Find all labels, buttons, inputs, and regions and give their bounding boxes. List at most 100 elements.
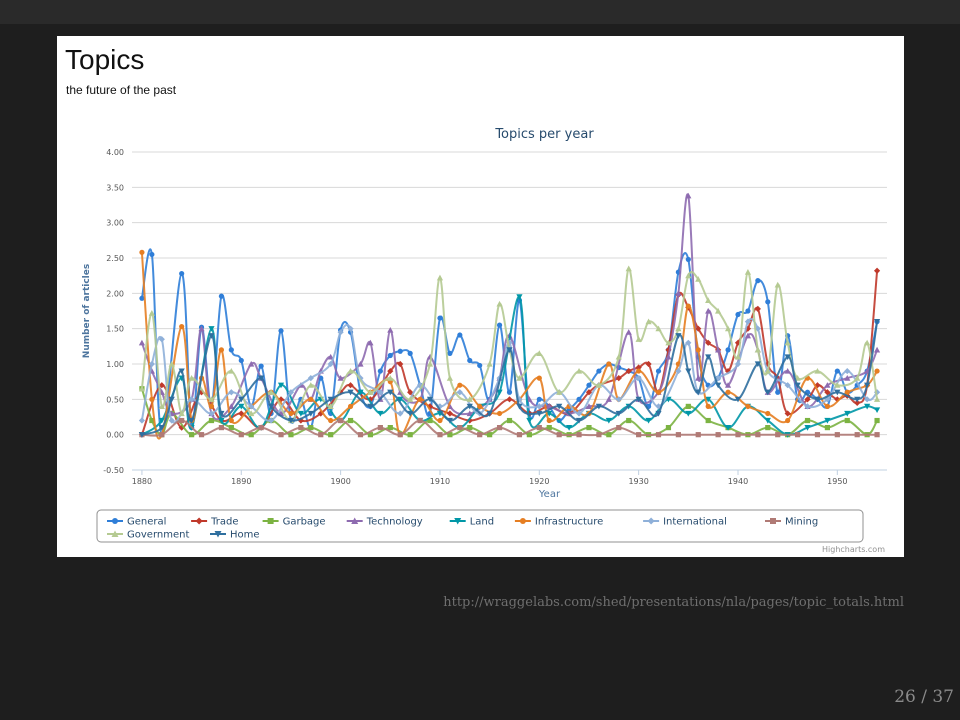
data-point-general [377,368,383,374]
data-point-trade [387,367,394,375]
data-point-home [407,410,414,417]
highcharts-credit: Highcharts.com [822,545,885,554]
data-point-land [645,417,652,424]
data-point-international [685,339,692,346]
legend-item-trade: Trade [210,517,238,528]
data-point-infrastructure [636,368,642,374]
data-point-infrastructure [308,396,314,402]
data-point-trade [695,325,702,332]
data-point-mining [298,425,304,431]
data-point-home [536,410,543,417]
data-point-trade [585,389,593,396]
data-point-land [864,403,871,410]
legend-item-land: Land [470,517,494,528]
data-point-technology [873,346,881,353]
data-point-infrastructure [288,410,294,417]
data-point-government [695,276,702,282]
data-point-international [655,403,662,410]
data-point-home [675,333,682,339]
data-point-international [208,410,215,417]
source-url[interactable]: http://wraggelabs.com/shed/presentations… [443,595,904,610]
data-point-government [168,360,175,367]
data-point-government [536,350,543,356]
data-point-general [725,347,731,353]
data-point-technology [675,290,682,296]
data-point-international [228,389,235,396]
data-point-home [258,375,265,382]
data-point-garbage [208,417,215,424]
x-tick-label: 1950 [827,477,847,486]
data-point-trade [625,367,632,375]
data-point-land [724,425,732,431]
data-point-general [437,315,443,321]
data-point-infrastructure [218,347,225,353]
data-point-garbage [685,403,691,409]
data-point-trade [724,367,732,375]
data-point-garbage [149,417,155,424]
data-point-infrastructure [685,303,691,309]
data-point-government [228,367,235,374]
data-point-trade [784,410,791,417]
data-point-trade [705,339,712,346]
data-point-technology [357,360,364,367]
data-point-garbage [546,425,552,431]
y-tick-label: -0.50 [103,466,124,475]
data-point-government [347,367,354,374]
data-point-infrastructure [844,389,850,395]
data-point-home [834,389,841,396]
data-point-home [516,403,523,410]
data-point-garbage [427,417,433,424]
data-point-technology [228,403,235,409]
data-point-government [248,410,255,417]
data-point-international [337,329,344,336]
data-point-trade [446,410,453,417]
data-point-home [208,333,215,339]
data-point-infrastructure [785,417,791,424]
data-point-land [605,417,612,424]
data-point-government [178,410,185,417]
data-point-home [864,382,871,389]
data-point-home [556,403,563,410]
data-point-home [287,417,295,424]
chart-title: Topics per year [494,127,594,142]
data-point-general [586,382,592,388]
data-point-government [635,336,642,342]
legend-marker-trade [195,517,203,525]
data-point-mining [357,432,364,438]
data-point-home [446,417,453,424]
page-subtitle: the future of the past [66,83,177,97]
data-point-home [615,410,622,417]
data-point-government [267,389,275,395]
data-point-government [327,403,334,409]
data-point-mining [616,425,622,431]
data-point-international [635,375,642,382]
legend-marker-mining [770,518,776,524]
data-point-mining [238,432,244,438]
data-point-government [675,325,682,332]
data-point-trade [426,403,434,410]
data-point-government [854,375,861,381]
data-point-infrastructure [496,410,503,417]
data-point-international [347,325,354,332]
data-point-garbage [765,425,771,431]
data-point-general [834,368,840,374]
data-point-general [655,368,662,374]
data-point-mining [675,432,681,438]
data-point-international [804,403,811,410]
y-tick-label: 3.50 [106,183,124,192]
data-point-technology [824,382,831,388]
legend-marker-general [112,518,118,524]
data-point-trade [367,396,374,403]
data-point-mining [794,432,801,438]
y-tick-label: 0.50 [106,395,124,404]
data-point-garbage [506,417,513,424]
data-point-technology [138,339,146,346]
data-point-home [814,396,821,403]
data-point-garbage [467,425,473,431]
data-point-international [357,375,364,382]
data-point-government [784,339,791,346]
data-point-general [477,362,483,369]
data-point-mining [636,432,642,438]
data-point-mining [278,432,284,438]
data-point-government [655,325,662,332]
